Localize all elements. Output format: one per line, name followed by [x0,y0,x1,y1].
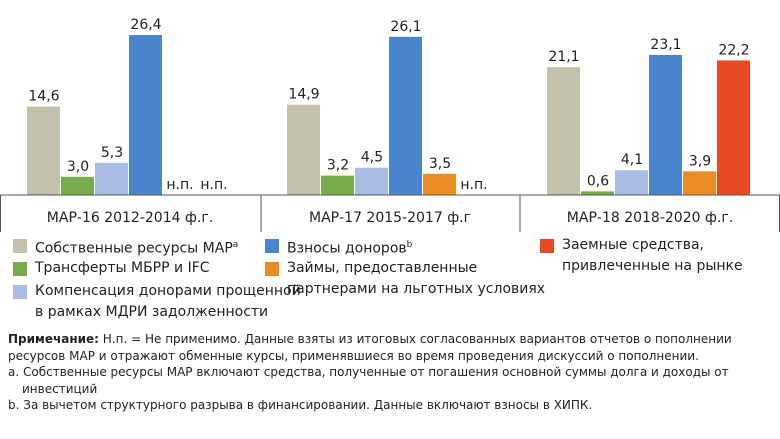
legend-label: Собственные ресурсы МАР [35,240,233,257]
legend-item: Трансферты МБРР и IFC [13,258,303,279]
legend-note: a [232,240,239,250]
chart: МАР-16 2012-2014 ф.г. 14,6 3,0 5,3 26,4 н.п. н… [0,17,780,232]
legend-swatch [13,239,27,253]
bar [683,171,716,195]
bar [129,35,162,196]
bar [61,176,94,195]
legend-text: Заемные средства, привлеченные на рынке [562,235,762,277]
bar [547,67,580,195]
value-label: 3,9 [689,153,711,169]
legend-label: Компенсация донорами прощенной в рамках … [35,283,301,320]
value-label: 3,2 [327,158,349,174]
legend-text: Займы, предоставленные партнерами на льг… [287,258,552,300]
bar [95,162,128,195]
legend-text: Собственные ресурсы МАРa [35,235,303,260]
bar [717,60,750,195]
value-label: 26,4 [130,17,161,33]
legend-note: b [406,240,413,250]
legend-item: Займы, предоставленные партнерами на льг… [265,258,552,300]
value-label: 5,3 [101,145,123,161]
legend-label: Заемные средства, привлеченные на рынке [562,237,743,274]
legend-item: Компенсация донорами прощенной в рамках … [13,281,303,323]
value-label: 3,0 [67,159,89,175]
value-label: 23,1 [650,37,681,53]
value-label: н.п. [166,177,193,193]
footnote: a. Собственные ресурсы МАР включают сред… [8,365,729,396]
value-label: 4,1 [621,152,643,168]
value-label: 4,5 [361,150,383,166]
legend-swatch [13,285,27,299]
value-label: 14,6 [28,89,59,105]
legend-label: Трансферты МБРР и IFC [35,260,210,276]
legend-text: Взносы доноровb [287,235,552,260]
legend-swatch [13,262,27,276]
value-label: 3,5 [429,156,451,172]
bar [287,104,320,195]
value-label: 26,1 [390,19,421,35]
bar [27,106,60,195]
footnote: b. За вычетом структурного разрыва в фин… [8,398,593,412]
notes: Примечание: Н.п. = Не применимо. Данные … [8,331,774,414]
bar [581,191,614,195]
legend-label: Займы, предоставленные партнерами на льг… [287,260,546,297]
legend-item: Собственные ресурсы МАРa [13,235,303,260]
value-label: 22,2 [718,42,749,58]
bar [423,173,456,195]
x-tick-label: МАР-16 2012-2014 ф.г. [47,210,213,226]
note: Примечание: Н.п. = Не применимо. Данные … [8,331,774,364]
note-label: Примечание: [8,332,99,346]
value-label: н.п. [200,177,227,193]
bar [649,55,682,195]
value-label: 14,9 [288,87,319,103]
bar [615,170,648,195]
legend-label: Взносы доноров [287,240,407,257]
x-tick-label: МАР-17 2015-2017 ф.г [309,210,471,226]
legend-item: Заемные средства, привлеченные на рынке [540,235,762,277]
legend-item: Взносы доноровb [265,235,552,260]
x-tick-label: МАР-18 2018-2020 ф.г. [567,210,733,226]
legend-swatch [265,262,279,276]
bar [389,36,422,195]
value-label: 0,6 [587,173,609,189]
value-label: 21,1 [548,49,579,65]
value-label: н.п. [460,177,487,193]
legend-text: Трансферты МБРР и IFC [35,258,303,279]
bar [321,175,354,195]
legend-text: Компенсация донорами прощенной в рамках … [35,281,303,323]
bar [355,167,388,195]
note-text: Н.п. = Не применимо. Данные взяты из ито… [8,332,732,363]
legend-swatch [540,239,554,253]
legend-swatch [265,239,279,253]
